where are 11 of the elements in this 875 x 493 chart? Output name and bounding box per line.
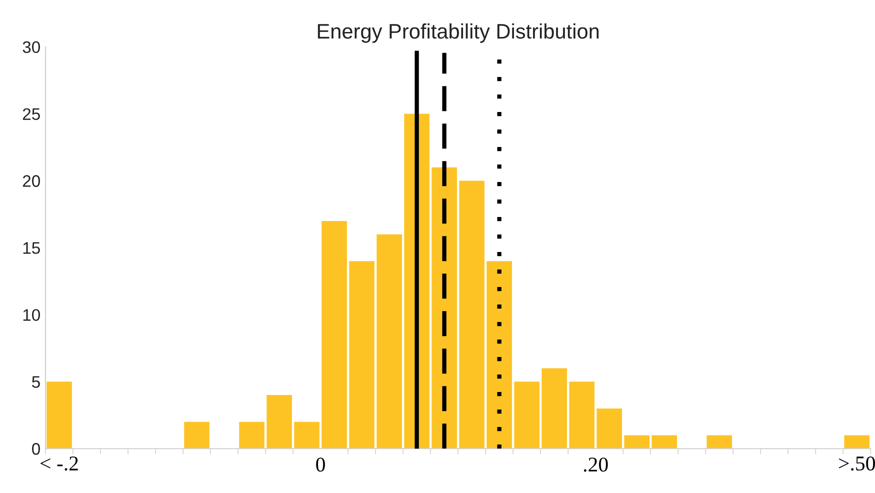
y-tick-label: 25: [22, 108, 40, 120]
y-tick-label: 5: [32, 376, 40, 388]
y-tick-label: 20: [22, 175, 40, 187]
chart-title: Energy Profitability Distribution: [318, 23, 599, 43]
y-tick-label: 10: [23, 309, 40, 321]
x-tick-label: .20: [584, 458, 608, 472]
y-tick-label: 15: [23, 242, 40, 254]
text: >.50: [839, 456, 875, 471]
y-tick-label: 0: [32, 443, 40, 455]
y-tick-label: 30: [22, 41, 40, 54]
text: < -.2: [40, 456, 78, 471]
